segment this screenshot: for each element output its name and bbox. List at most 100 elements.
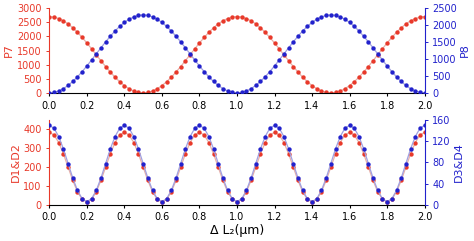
Point: [341, 17, 349, 21]
Point: [167, 190, 175, 194]
Point: [346, 123, 354, 127]
Point: [130, 135, 137, 139]
Point: [116, 126, 124, 130]
Point: [407, 19, 414, 23]
Point: [111, 141, 119, 144]
Point: [266, 126, 273, 130]
Point: [247, 87, 255, 91]
Point: [360, 147, 367, 151]
Point: [294, 34, 302, 38]
Point: [318, 188, 325, 192]
Point: [201, 133, 208, 137]
Point: [290, 161, 297, 165]
Point: [256, 80, 264, 83]
Point: [294, 179, 302, 182]
Point: [73, 188, 81, 192]
Point: [416, 133, 424, 137]
Point: [266, 35, 273, 39]
Point: [182, 46, 189, 50]
Point: [228, 90, 236, 94]
Point: [88, 47, 95, 51]
Point: [92, 188, 100, 192]
Point: [163, 197, 171, 201]
Point: [303, 197, 311, 201]
Point: [383, 200, 391, 204]
Point: [280, 135, 288, 139]
Point: [102, 165, 109, 169]
Point: [285, 59, 292, 63]
Point: [252, 161, 260, 165]
Point: [78, 35, 86, 39]
Point: [402, 22, 410, 26]
Point: [64, 84, 72, 87]
Point: [224, 188, 231, 192]
Point: [102, 40, 109, 44]
Point: [350, 80, 358, 84]
Point: [219, 87, 227, 91]
Point: [299, 75, 307, 79]
Point: [214, 84, 222, 87]
Point: [201, 126, 208, 130]
Point: [102, 161, 109, 165]
Point: [182, 59, 189, 63]
Point: [322, 176, 330, 180]
Point: [107, 70, 114, 74]
Point: [261, 141, 269, 144]
Point: [130, 89, 137, 93]
Point: [158, 200, 166, 204]
Point: [69, 179, 77, 182]
Point: [228, 15, 236, 19]
Point: [256, 152, 264, 156]
Point: [219, 176, 227, 180]
Point: [416, 126, 424, 130]
Point: [285, 46, 292, 50]
Point: [332, 152, 339, 156]
Point: [69, 80, 77, 83]
Point: [313, 197, 320, 201]
Point: [210, 147, 218, 151]
Point: [421, 15, 428, 19]
Point: [388, 197, 396, 201]
Point: [402, 161, 410, 165]
Point: [144, 13, 152, 17]
Point: [261, 75, 269, 79]
Point: [238, 15, 246, 19]
Point: [154, 197, 161, 201]
Point: [407, 152, 414, 156]
Point: [411, 135, 419, 139]
Point: [55, 141, 63, 144]
Point: [120, 20, 128, 24]
Point: [388, 70, 396, 74]
Point: [120, 123, 128, 127]
Point: [318, 190, 325, 194]
Point: [397, 80, 405, 83]
Point: [233, 91, 241, 95]
Point: [88, 58, 95, 62]
Point: [139, 161, 147, 165]
Point: [275, 133, 283, 137]
Point: [64, 165, 72, 169]
Point: [130, 15, 137, 19]
Point: [379, 58, 386, 62]
Point: [210, 152, 218, 156]
Point: [144, 176, 152, 180]
Point: [50, 126, 58, 130]
Point: [374, 188, 382, 192]
Point: [125, 87, 133, 91]
Point: [97, 46, 105, 50]
Point: [111, 135, 119, 139]
Point: [149, 190, 156, 194]
Point: [83, 200, 91, 204]
Point: [247, 19, 255, 23]
Point: [186, 52, 194, 56]
Point: [120, 130, 128, 134]
Point: [341, 126, 349, 130]
Point: [55, 135, 63, 139]
Point: [397, 176, 405, 180]
Point: [393, 188, 401, 192]
Point: [191, 126, 199, 130]
Point: [355, 75, 363, 79]
Point: [111, 29, 119, 33]
Point: [205, 75, 213, 79]
Point: [303, 24, 311, 28]
